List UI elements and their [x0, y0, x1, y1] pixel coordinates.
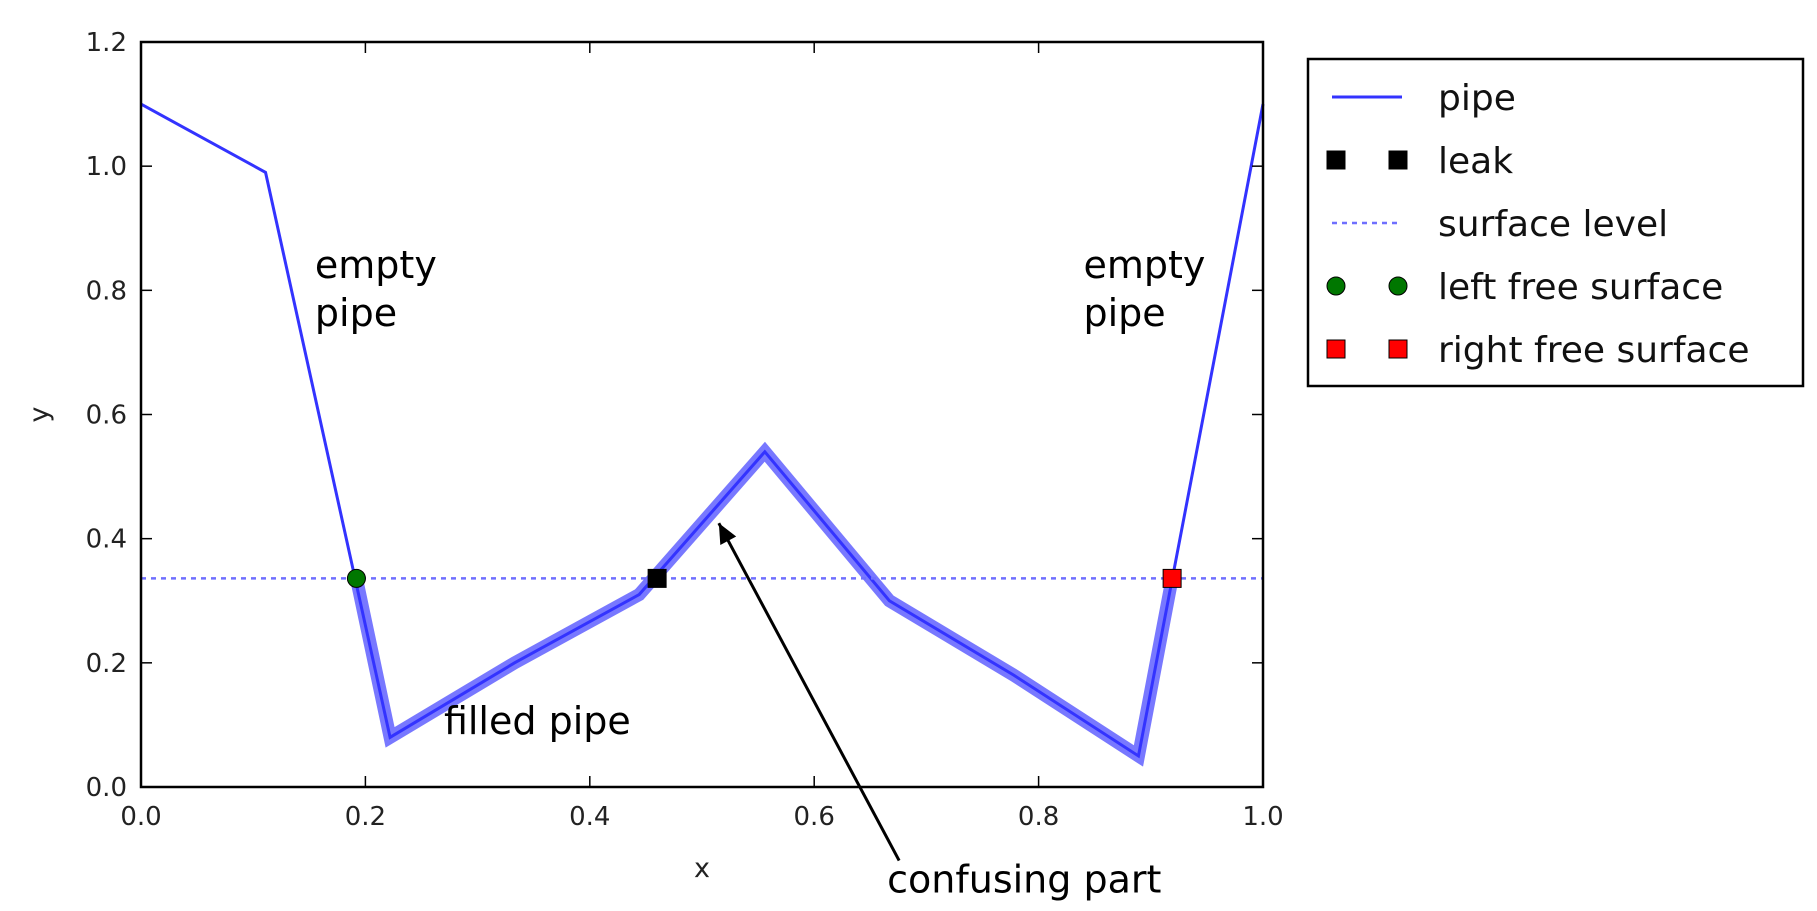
annotation-text: empty pipe	[1083, 243, 1205, 335]
y-axis-label: y	[24, 406, 55, 422]
x-axis-label: x	[694, 853, 710, 884]
y-tick-label: 1.0	[86, 152, 127, 182]
legend-marker	[1326, 276, 1346, 296]
legend-marker	[1388, 276, 1408, 296]
legend-box	[1306, 57, 1805, 388]
legend-marker	[1326, 150, 1346, 170]
y-tick-label: 0.0	[86, 773, 127, 803]
x-tick-label: 0.8	[1018, 802, 1059, 832]
annotation-text: filled pipe	[444, 699, 631, 743]
point-right-free-surface	[1162, 568, 1182, 588]
annotation-text: confusing part	[887, 858, 1161, 902]
x-tick-label: 0.0	[120, 802, 161, 832]
annotation-arrow-head	[718, 523, 737, 546]
legend-label: pipe	[1438, 78, 1516, 119]
marker-layer	[346, 568, 1182, 588]
annotation-line: pipe	[1083, 291, 1165, 335]
y-tick-label: 1.2	[86, 28, 127, 58]
legend-marker	[1326, 339, 1346, 359]
plot-area	[141, 42, 1263, 787]
legend-label: left free surface	[1438, 267, 1723, 308]
series-layer	[140, 102, 1265, 759]
x-tick-label: 1.0	[1242, 802, 1283, 832]
annotation-line: filled pipe	[444, 699, 631, 743]
legend-label: right free surface	[1438, 330, 1750, 371]
y-tick-label: 0.6	[86, 401, 127, 431]
legend-marker	[1388, 339, 1408, 359]
series-pipe-line	[140, 102, 1265, 759]
legend-marker	[1388, 150, 1408, 170]
point-leak	[647, 568, 667, 588]
annotation-line: empty	[315, 243, 437, 287]
plot-background	[141, 42, 1263, 787]
y-tick-label: 0.2	[86, 649, 127, 679]
axes-layer: 0.0 0.2 0.4 0.6 0.8 1.0 0.0 0.2 0.4 0.6 0.8 1.0 1.2 x…	[24, 28, 1284, 884]
point-left-free-surface	[346, 568, 366, 588]
x-tick-label: 0.6	[794, 802, 835, 832]
annotation-line: confusing part	[887, 858, 1161, 902]
legend: pipe leak surface level left free surface ri…	[1306, 57, 1805, 388]
legend-label: surface level	[1438, 204, 1668, 245]
annotation-line: pipe	[315, 291, 397, 335]
annotation-line: empty	[1083, 243, 1205, 287]
annotation-text: empty pipe	[315, 243, 437, 335]
y-tick-label: 0.8	[86, 276, 127, 306]
annotation-arrow-shaft	[717, 522, 901, 862]
x-tick-label: 0.4	[569, 802, 610, 832]
x-tick-label: 0.2	[345, 802, 386, 832]
legend-label: leak	[1438, 141, 1513, 182]
y-tick-label: 0.4	[86, 525, 127, 555]
